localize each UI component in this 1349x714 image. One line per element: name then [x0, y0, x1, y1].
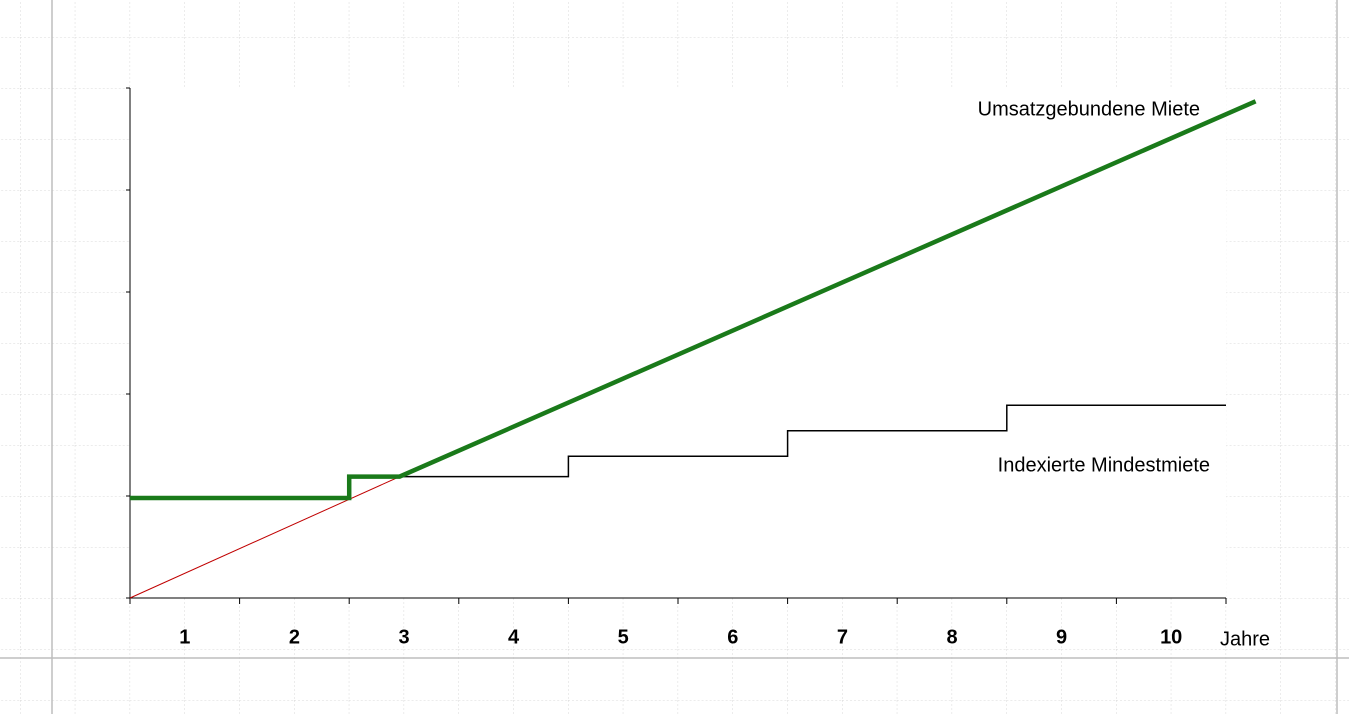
- plot-area: [130, 88, 1226, 598]
- series-line: [130, 99, 1257, 501]
- x-tick-label: 9: [1056, 626, 1067, 648]
- series-line: [129, 476, 400, 599]
- x-tick-label: 2: [289, 626, 300, 648]
- x-tick-label: 4: [508, 626, 520, 648]
- series-line: [399, 404, 1226, 478]
- x-axis-label: Jahre: [1220, 628, 1270, 650]
- x-tick-label: 6: [727, 626, 738, 648]
- series-label: Umsatzgebundene Miete: [978, 98, 1200, 120]
- x-tick-label: 1: [179, 626, 190, 648]
- x-tick-label: 8: [946, 626, 957, 648]
- series-label: Indexierte Mindestmiete: [998, 454, 1210, 476]
- x-tick-label: 5: [618, 626, 629, 648]
- x-tick-label: 10: [1160, 626, 1182, 648]
- x-tick-label: 7: [837, 626, 848, 648]
- x-tick-label: 3: [398, 626, 409, 648]
